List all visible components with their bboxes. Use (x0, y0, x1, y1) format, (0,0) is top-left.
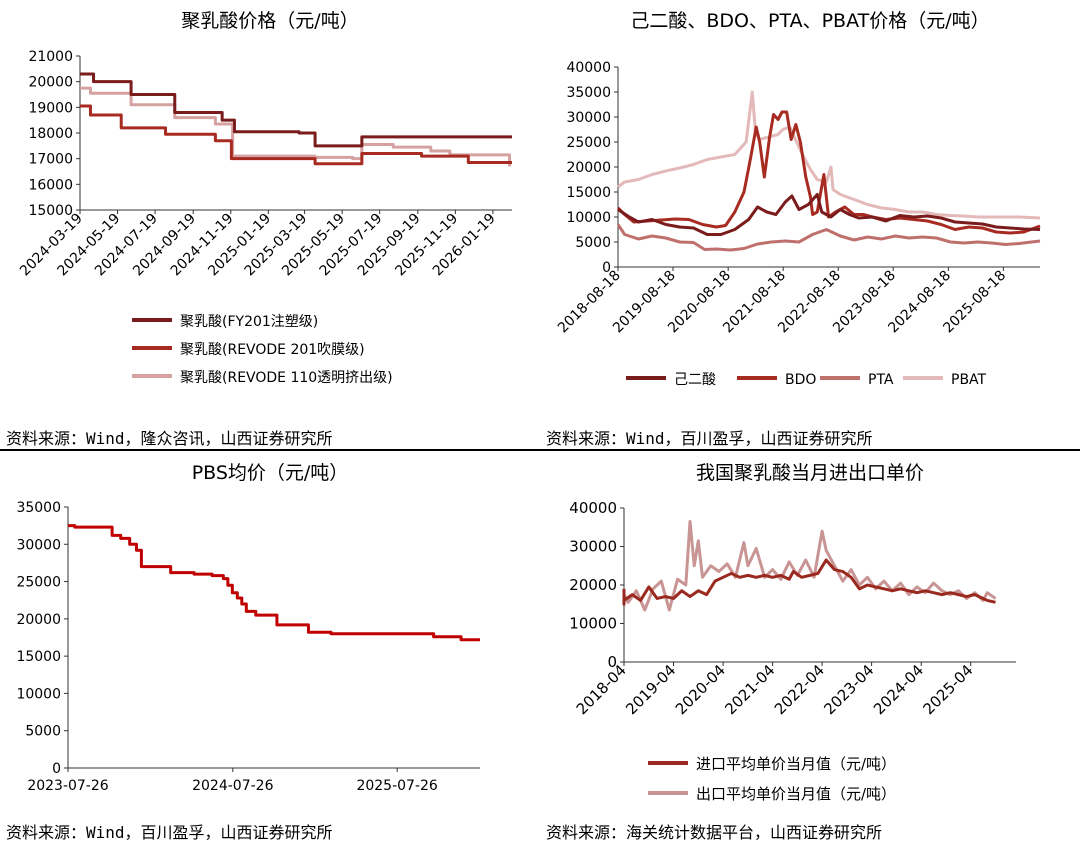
y-tick-label: 40000 (569, 499, 617, 517)
pla-price-panel: 聚乳酸价格（元/吨） 15000 16000 17000 18000 19000 2000… (0, 0, 540, 450)
legend-label: 出口平均单价当月值（元/吨） (696, 785, 896, 803)
y-tick-label: 15000 (566, 185, 611, 201)
y-tick-label: 20000 (566, 160, 611, 176)
y-tick-label: 16000 (28, 177, 73, 193)
y-tick-label: 5000 (575, 235, 611, 251)
panel-divider (0, 449, 1080, 451)
y-tick-label: 15000 (16, 649, 61, 665)
series-line (616, 110, 1041, 235)
y-tick-label: 20000 (28, 75, 73, 91)
pla-trade-price-chart: 0 10000 20000 30000 40000 2018-042019-042020-… (569, 499, 1016, 803)
legend-label: PTA (868, 372, 894, 388)
x-tick-label: 2023-04 (820, 661, 877, 718)
y-tick-label: 25000 (16, 575, 61, 591)
series-line (616, 223, 1041, 252)
x-tick-label: 2019-04 (622, 661, 679, 718)
x-tick-label: 2021-04 (721, 661, 778, 718)
pla-trade-price-panel: 我国聚乳酸当月进出口单价 0 10000 20000 30000 40000 2018-0… (540, 452, 1080, 845)
series-line (622, 558, 996, 606)
pbs-price-panel: PBS均价（元/吨） 0 5000 10000 15000 20000 25000 3000… (0, 452, 540, 845)
source-note: 资料来源：Wind，百川盈孚，山西证券研究所 (6, 823, 333, 842)
y-tick-label: 25000 (566, 135, 611, 151)
y-tick-label: 10000 (16, 686, 61, 702)
y-tick-label: 35000 (566, 85, 611, 101)
chart-title: 己二酸、BDO、PTA、PBAT价格（元/吨） (630, 10, 990, 32)
y-tick-label: 30000 (569, 538, 617, 556)
y-tick-label: 17000 (28, 152, 73, 168)
y-tick-label: 30000 (16, 537, 61, 553)
source-note: 资料来源：Wind，隆众咨讯，山西证券研究所 (6, 429, 333, 448)
series-line (80, 72, 512, 148)
series-line (68, 524, 480, 642)
x-tick-label: 2024-04 (870, 661, 927, 718)
chart-title: PBS均价（元/吨） (191, 462, 349, 484)
legend-label: 聚乳酸(REVODE 110透明挤出级) (180, 370, 393, 386)
y-tick-label: 0 (607, 653, 617, 671)
x-tick-label: 2023-07-26 (27, 778, 108, 794)
y-tick-label: 18000 (28, 126, 73, 142)
y-tick-label: 0 (52, 761, 61, 777)
legend-label: BDO (785, 372, 816, 388)
x-tick-label: 2022-04 (771, 661, 828, 718)
series-line (80, 104, 512, 166)
y-tick-label: 0 (602, 260, 611, 276)
y-tick-label: 20000 (569, 576, 617, 594)
raw-material-price-chart: 0 5000 10000 15000 20000 25000 30000 35000 40000… (555, 60, 1041, 388)
y-tick-label: 20000 (16, 612, 61, 628)
y-tick-label: 10000 (569, 615, 617, 633)
source-note: 资料来源：Wind，百川盈孚，山西证券研究所 (546, 429, 873, 448)
x-tick-label: 2018-04 (573, 661, 630, 718)
raw-material-price-panel: 己二酸、BDO、PTA、PBAT价格（元/吨） 0 5000 10000 15000 2… (540, 0, 1080, 450)
legend-label: 聚乳酸(REVODE 201吹膜级) (180, 342, 365, 358)
x-tick-label: 2025-04 (919, 661, 976, 718)
series-line (617, 193, 1041, 236)
y-tick-label: 10000 (566, 210, 611, 226)
legend-label: 进口平均单价当月值（元/吨） (696, 755, 896, 773)
x-tick-label: 2020-04 (672, 661, 729, 718)
chart-title: 聚乳酸价格（元/吨） (181, 10, 359, 32)
legend-label: 己二酸 (674, 372, 716, 388)
y-tick-label: 35000 (16, 500, 61, 516)
series-line (617, 90, 1041, 220)
pla-price-chart: 150001600017000180001900020000210002024-… (17, 49, 512, 386)
chart-title: 我国聚乳酸当月进出口单价 (695, 462, 924, 484)
series-line (622, 519, 997, 612)
legend-label: PBAT (951, 372, 987, 388)
source-note: 资料来源：海关统计数据平台，山西证券研究所 (546, 823, 883, 842)
y-tick-label: 19000 (28, 100, 73, 116)
y-tick-label: 40000 (566, 60, 611, 76)
legend-label: 聚乳酸(FY201注塑级) (180, 314, 318, 330)
y-tick-label: 30000 (566, 110, 611, 126)
x-tick-label: 2024-07-26 (192, 778, 273, 794)
x-tick-label: 2025-07-26 (356, 778, 437, 794)
y-tick-label: 15000 (28, 203, 73, 219)
pbs-price-chart: 0 5000 10000 15000 20000 25000 30000 35000 2023-… (16, 500, 480, 794)
y-tick-label: 5000 (25, 724, 61, 740)
y-tick-label: 21000 (28, 49, 73, 65)
